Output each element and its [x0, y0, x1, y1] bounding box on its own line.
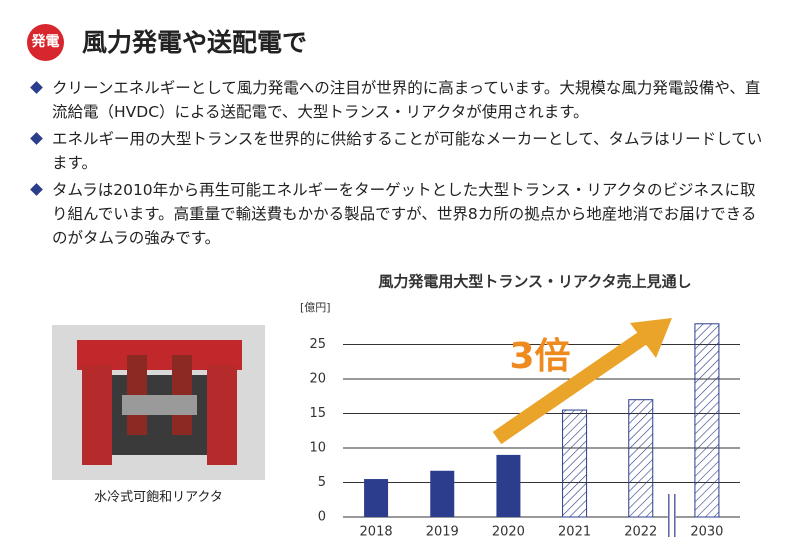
bar — [364, 479, 389, 517]
y-tick-label: 20 — [309, 372, 326, 387]
bar — [694, 323, 720, 518]
bullet: タムラは2010年から再生可能エネルギーをターゲットとした大型トランス・リアクタ… — [30, 178, 770, 250]
bar — [628, 399, 654, 518]
y-tick-label: 25 — [309, 337, 326, 352]
x-tick-label: 2022 — [624, 525, 657, 540]
y-tick-label: 15 — [309, 406, 326, 421]
y-axis-label: [億円] — [300, 301, 331, 314]
x-tick-label: 2020 — [492, 525, 525, 540]
bar — [562, 409, 588, 518]
y-tick-label: 10 — [309, 441, 326, 456]
bullet: クリーンエネルギーとして風力発電への注目が世界的に高まっています。大規模な風力発… — [30, 76, 770, 124]
y-tick-label: 0 — [318, 510, 326, 525]
bullet: エネルギー用の大型トランスを世界的に供給することが可能なメーカーとして、タムラは… — [30, 127, 770, 175]
x-tick-label: 2021 — [558, 525, 591, 540]
growth-arrow-head — [630, 318, 672, 358]
photo-drawing — [52, 325, 265, 480]
bar — [430, 470, 455, 517]
bar — [496, 454, 521, 517]
axis-break-gap — [667, 493, 676, 538]
annotation: 3倍 — [509, 336, 570, 377]
chart-title: 風力発電用大型トランス・リアクタ売上見通し — [378, 273, 691, 291]
x-tick-label: 2018 — [360, 525, 393, 540]
page-title: 風力発電や送配電で — [82, 28, 308, 57]
photo-caption: 水冷式可飽和リアクタ — [94, 490, 223, 505]
x-tick-label: 2030 — [690, 525, 723, 540]
y-tick-label: 5 — [318, 475, 326, 490]
photo — [52, 325, 265, 480]
growth-arrow — [492, 326, 655, 445]
x-tick-label: 2019 — [426, 525, 459, 540]
bullet-list: クリーンエネルギーとして風力発電への注目が世界的に高まっています。大規模な風力発… — [30, 76, 770, 253]
badge: 発電 — [27, 24, 64, 61]
